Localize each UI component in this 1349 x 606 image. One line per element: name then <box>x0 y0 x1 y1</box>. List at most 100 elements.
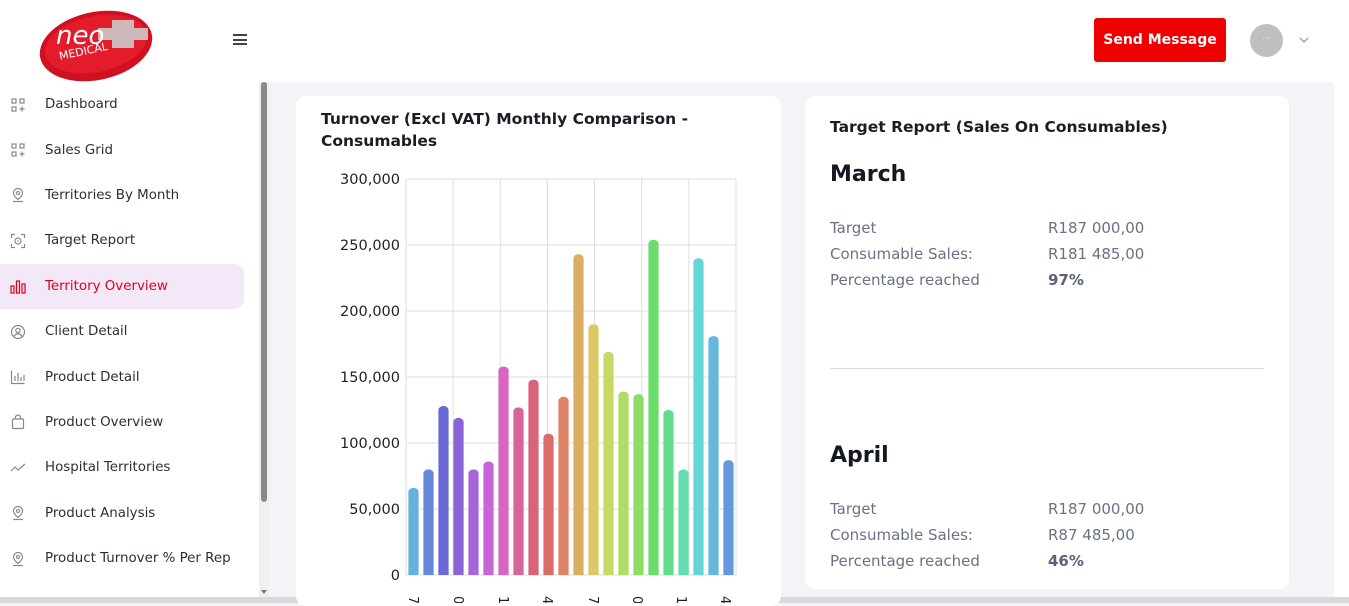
neo-medical-logo[interactable]: neo MEDICAL <box>38 8 158 82</box>
sidebar-item-label: Product Turnover % Per Rep <box>45 551 231 567</box>
chart-bar <box>618 391 629 575</box>
chart-bar <box>558 396 569 575</box>
chart-bar-base <box>648 570 659 575</box>
chart-bar-base <box>513 570 524 575</box>
chart-bar-base <box>603 570 614 575</box>
x-tick-label: 7 <box>405 596 420 603</box>
chart-bar-base <box>453 570 464 575</box>
sidebar-item-label: Target Report <box>45 233 136 249</box>
shopping-bag-icon <box>11 414 25 430</box>
sidebar-item-product-detail[interactable]: Product Detail <box>0 354 244 399</box>
sales-value: R87 485,00 <box>1048 526 1135 544</box>
sidebar-scrollbar[interactable] <box>259 82 269 597</box>
column-chart-icon <box>10 370 25 385</box>
x-tick-label: 1 <box>673 596 688 603</box>
sidebar-item-label: Product Detail <box>45 369 140 385</box>
chart-title: Turnover (Excl VAT) Monthly Comparison -… <box>321 110 689 150</box>
page-edge <box>1334 0 1349 603</box>
chart-bar <box>513 407 524 575</box>
chart-bar-base <box>468 570 479 575</box>
turnover-chart-card: Turnover (Excl VAT) Monthly Comparison -… <box>296 96 781 606</box>
scrollbar-thumb[interactable] <box>261 82 267 502</box>
x-tick-label: 7 <box>585 596 600 603</box>
chevron-down-icon[interactable] <box>1297 33 1311 47</box>
target-label: Target <box>830 219 877 237</box>
chart-bar-base <box>633 570 644 575</box>
map-pin-icon <box>12 551 24 566</box>
map-pin-icon <box>12 506 24 521</box>
grid-plus-icon <box>11 143 25 157</box>
grid-plus-icon <box>11 98 25 112</box>
sales-label: Consumable Sales: <box>830 526 973 544</box>
target-report-title: Target Report (Sales On Consumables) <box>830 118 1168 136</box>
sidebar-item-product-overview[interactable]: Product Overview <box>0 400 244 445</box>
chart-bar <box>708 336 719 575</box>
chart-bar <box>543 433 554 575</box>
chart-bar-base <box>543 570 554 575</box>
sidebar-item-target-report[interactable]: Target Report <box>0 218 244 263</box>
chart-bar <box>693 258 704 575</box>
chart-bar-base <box>558 570 569 575</box>
chart-bar-base <box>723 570 734 575</box>
turnover-bar-chart: 300,000 250,000 200,000 150,000 100,000 50,00… <box>340 172 737 603</box>
sidebar-item-product-analysis[interactable]: Product Analysis <box>0 491 244 536</box>
top-bar: neo MEDICAL Send Message ··· <box>0 0 1334 82</box>
x-tick-label: 4 <box>717 596 732 603</box>
y-tick-label: 50,000 <box>349 502 400 518</box>
sidebar-item-sales-grid[interactable]: Sales Grid <box>0 127 244 172</box>
x-tick-label: 0 <box>629 596 644 603</box>
sales-value: R181 485,00 <box>1048 245 1145 263</box>
bar-chart-icon <box>10 280 26 294</box>
y-tick-label: 200,000 <box>340 304 400 320</box>
x-tick-label: 0 <box>450 596 465 603</box>
sidebar-item-territories-by-month[interactable]: Territories By Month <box>0 173 244 218</box>
trend-line-icon <box>10 463 26 472</box>
percentage-value: 97% <box>1048 271 1084 289</box>
chart-bar <box>633 394 644 575</box>
percentage-value: 46% <box>1048 552 1084 570</box>
y-tick-label: 150,000 <box>340 370 400 386</box>
chart-bar-base <box>438 570 449 575</box>
x-tick-label: 4 <box>539 596 554 603</box>
sidebar-item-client-detail[interactable]: Client Detail <box>0 309 244 354</box>
chart-bar <box>588 324 599 575</box>
sidebar-item-label: Territories By Month <box>45 187 180 203</box>
sidebar-item-dashboard[interactable]: Dashboard <box>0 82 244 127</box>
chart-bar <box>678 469 689 575</box>
divider <box>830 368 1264 369</box>
x-tick-label: 1 <box>495 596 510 603</box>
chart-bar-base <box>708 570 719 575</box>
chart-bar <box>468 469 479 575</box>
chart-bar <box>663 410 674 575</box>
sidebar-item-label: Client Detail <box>45 324 128 340</box>
chart-bar <box>423 469 434 575</box>
target-report-card: Target Report (Sales On Consumables) Mar… <box>805 96 1289 589</box>
chart-bar <box>483 461 494 575</box>
sidebar-item-territory-overview[interactable]: Territory Overview <box>0 263 244 309</box>
avatar[interactable]: ··· <box>1250 24 1283 57</box>
sidebar-item-label: Hospital Territories <box>45 460 171 476</box>
chart-bar <box>648 239 659 575</box>
percentage-label: Percentage reached <box>830 271 980 289</box>
chart-bar-base <box>528 570 539 575</box>
chart-bar-base <box>588 570 599 575</box>
hamburger-menu-icon[interactable] <box>233 34 247 45</box>
y-tick-label: 0 <box>391 568 400 584</box>
chart-bar <box>528 379 539 575</box>
chart-bar <box>408 487 419 575</box>
chart-bar-base <box>498 570 509 575</box>
send-message-button[interactable]: Send Message <box>1094 18 1226 62</box>
sidebar-item-label: Sales Grid <box>45 142 113 158</box>
chart-bar-base <box>693 570 704 575</box>
map-pin-icon <box>12 188 24 203</box>
chart-bar-base <box>423 570 434 575</box>
chart-bar-base <box>663 570 674 575</box>
target-label: Target <box>830 500 877 518</box>
sidebar-item-product-turnover-per-rep[interactable]: Product Turnover % Per Rep <box>0 536 244 581</box>
y-tick-label: 250,000 <box>340 238 400 254</box>
scroll-down-arrow-icon[interactable] <box>260 589 268 595</box>
chart-bar-base <box>618 570 629 575</box>
chart-bar <box>723 460 734 575</box>
user-circle-icon <box>10 324 26 339</box>
sidebar-item-hospital-territories[interactable]: Hospital Territories <box>0 445 244 490</box>
